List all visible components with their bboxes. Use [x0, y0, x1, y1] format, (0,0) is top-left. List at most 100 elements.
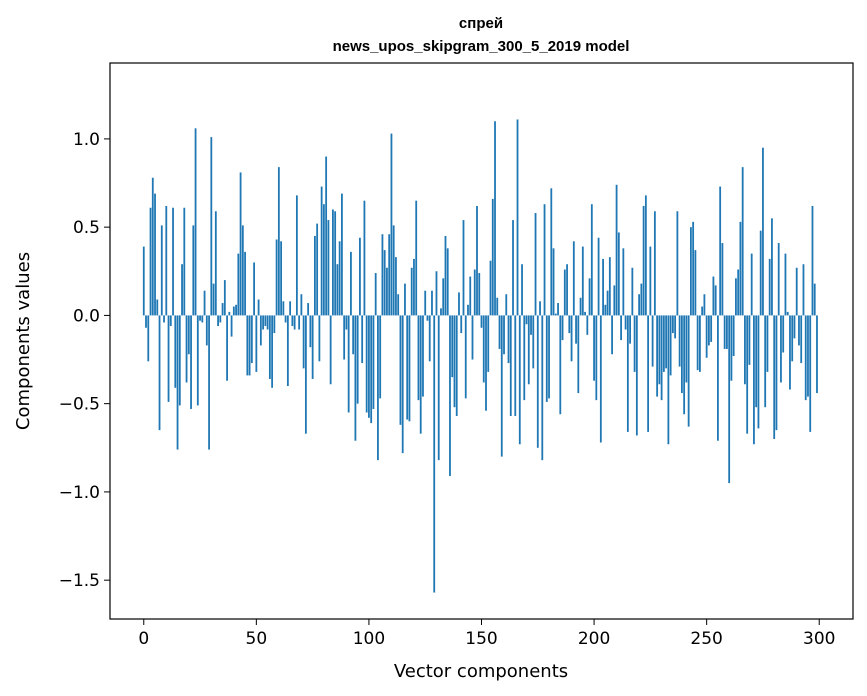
bar-component-147	[473, 269, 476, 316]
bar-component-241	[685, 315, 688, 383]
bar-component-76	[313, 235, 316, 316]
bar-component-90	[345, 315, 348, 330]
bar-component-74	[309, 315, 312, 348]
bar-component-180	[548, 315, 550, 399]
bar-component-32	[214, 211, 217, 316]
bar-component-255	[717, 315, 719, 441]
bar-component-14	[174, 315, 177, 388]
bar-component-73	[307, 303, 310, 316]
bar-component-259	[726, 315, 728, 349]
bar-component-58	[273, 315, 276, 334]
bar-component-151	[482, 315, 485, 383]
x-axis-ticks: 0 50 100 150 200 250 300	[138, 619, 835, 649]
bar-component-267	[744, 315, 746, 385]
bar-component-237	[676, 211, 679, 316]
bar-component-230	[660, 315, 663, 401]
bar-component-71	[302, 315, 305, 369]
bar-component-141	[460, 315, 463, 334]
bar-component-102	[372, 315, 375, 409]
bar-component-194	[579, 297, 582, 316]
bar-component-15	[176, 315, 179, 450]
bar-component-216	[629, 315, 631, 344]
bar-component-161	[505, 294, 508, 316]
bar-component-122	[417, 315, 420, 401]
bar-component-86	[336, 264, 339, 316]
bar-component-226	[651, 315, 654, 367]
bar-component-36	[223, 280, 226, 316]
bar-component-183	[554, 313, 557, 316]
bar-component-250	[705, 315, 708, 358]
bar-component-130	[435, 271, 438, 316]
bar-component-23	[194, 128, 197, 316]
bar-component-25	[199, 315, 201, 321]
bar-component-139	[455, 315, 458, 417]
bar-component-143	[464, 315, 467, 399]
bar-component-227	[653, 211, 656, 316]
bar-component-212	[620, 315, 622, 341]
bars-group	[142, 119, 818, 593]
bar-component-177	[541, 315, 544, 461]
bar-component-108	[386, 267, 388, 316]
bar-component-111	[392, 225, 395, 316]
y-tick-label: −1.0	[59, 483, 100, 503]
bar-component-154	[489, 260, 492, 316]
bar-component-24	[196, 315, 199, 406]
bar-component-124	[422, 315, 424, 397]
bar-component-121	[415, 200, 418, 316]
bar-component-291	[798, 315, 800, 346]
bar-component-236	[674, 315, 677, 339]
bar-component-94	[354, 315, 357, 441]
bar-component-16	[178, 315, 181, 406]
bar-component-28	[205, 315, 208, 346]
bar-component-142	[462, 220, 465, 316]
bar-component-117	[406, 315, 409, 420]
bar-component-264	[737, 269, 740, 316]
x-axis-label: Vector components	[394, 661, 568, 682]
bar-component-196	[584, 311, 586, 316]
bar-component-244	[692, 221, 695, 316]
bar-component-246	[696, 315, 699, 371]
bar-component-270	[750, 253, 753, 316]
bar-component-274	[759, 230, 762, 316]
bar-component-3	[149, 207, 152, 316]
bar-component-103	[374, 273, 377, 316]
bar-component-91	[347, 315, 350, 413]
bar-component-295	[807, 315, 809, 397]
bar-component-125	[424, 290, 427, 316]
bar-component-220	[638, 294, 641, 316]
bar-component-70	[300, 294, 303, 316]
bar-component-298	[813, 283, 816, 316]
bar-component-288	[791, 315, 794, 362]
bar-component-114	[399, 315, 402, 425]
bar-component-45	[244, 251, 246, 316]
bar-component-20	[187, 315, 190, 355]
bar-component-144	[467, 304, 469, 316]
bar-component-72	[304, 315, 307, 434]
bar-component-49	[253, 262, 255, 316]
bar-component-13	[172, 207, 174, 316]
bar-component-96	[359, 237, 361, 316]
bar-component-224	[647, 315, 650, 432]
bar-component-26	[201, 315, 204, 323]
bar-component-235	[671, 315, 674, 334]
bar-component-219	[635, 315, 638, 436]
bar-component-272	[755, 315, 758, 408]
bar-component-112	[395, 257, 397, 316]
bar-component-64	[286, 315, 289, 387]
bar-component-62	[282, 301, 285, 316]
bar-component-261	[730, 315, 733, 381]
bar-component-7	[158, 315, 161, 431]
bar-component-9	[163, 315, 165, 323]
bar-component-118	[408, 315, 411, 422]
bar-component-215	[626, 315, 629, 432]
bar-component-134	[444, 235, 447, 316]
bar-component-5	[154, 193, 156, 316]
bar-component-155	[491, 198, 494, 316]
bar-component-293	[802, 264, 805, 316]
bar-component-200	[593, 315, 595, 381]
bar-component-184	[557, 303, 559, 316]
bar-component-210	[615, 184, 618, 316]
bar-component-213	[622, 248, 625, 316]
bar-component-39	[230, 315, 233, 337]
bar-component-54	[264, 315, 267, 326]
